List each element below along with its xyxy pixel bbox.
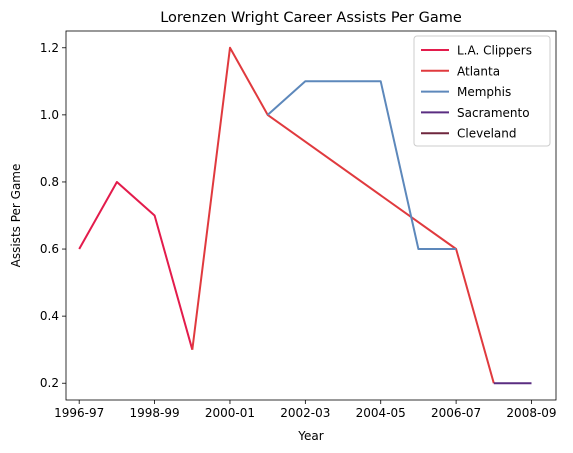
y-axis-ticks: 0.2 0.4 0.6 0.8 1.0 1.2 (40, 41, 66, 390)
x-tick-label: 2004-05 (356, 406, 406, 420)
y-tick-label: 0.4 (40, 309, 59, 323)
y-axis-label: Assists Per Game (9, 164, 23, 268)
x-axis-ticks: 1996-97 1998-99 2000-01 2002-03 2004-05 2006-… (54, 400, 557, 420)
series-line-2 (267, 80, 457, 250)
x-tick-label: 2008-09 (506, 406, 556, 420)
y-tick-label: 0.8 (40, 175, 59, 189)
x-axis-label: Year (297, 429, 323, 443)
legend-label-4: Cleveland (457, 127, 517, 141)
y-tick-label: 1.0 (40, 108, 59, 122)
x-tick-label: 2000-01 (205, 406, 255, 420)
legend: L.A. Clippers Atlanta Memphis Sacramento Cle… (413, 35, 551, 147)
x-tick-label: 2006-07 (431, 406, 481, 420)
plot-frame (65, 30, 557, 401)
chart-title: Lorenzen Wright Career Assists Per Game (160, 10, 462, 26)
legend-label-3: Sacramento (457, 106, 530, 120)
series-line-0 (78, 181, 194, 350)
legend-label-0: L.A. Clippers (457, 44, 532, 58)
legend-label-2: Memphis (457, 85, 511, 99)
x-tick-label: 2002-03 (280, 406, 330, 420)
y-tick-label: 0.6 (40, 242, 59, 256)
y-tick-label: 0.2 (40, 376, 59, 390)
legend-label-1: Atlanta (457, 64, 500, 78)
y-tick-label: 1.2 (40, 41, 59, 55)
x-tick-label: 1996-97 (54, 406, 104, 420)
legend-frame (413, 35, 551, 147)
x-tick-label: 1998-99 (130, 406, 180, 420)
plot-lines (78, 46, 532, 385)
legend-items: L.A. Clippers Atlanta Memphis Sacramento Cle… (421, 44, 532, 141)
